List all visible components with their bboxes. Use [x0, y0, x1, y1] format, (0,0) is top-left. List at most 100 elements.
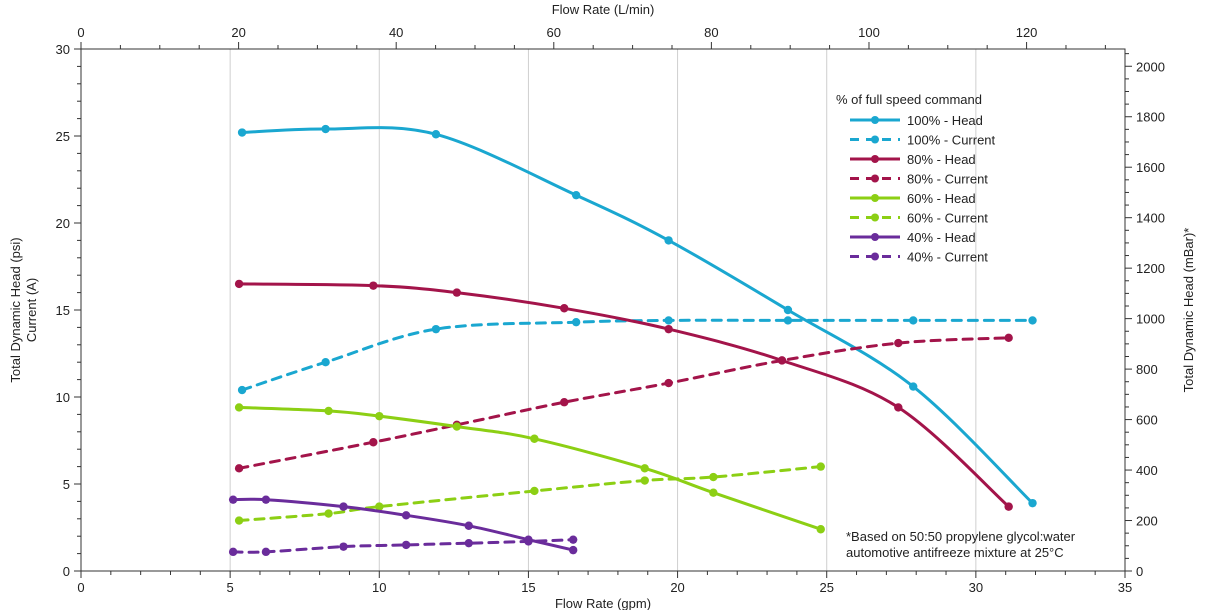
y-right-tick-label: 600 — [1136, 413, 1158, 428]
data-point — [234, 516, 244, 525]
y-axis-right-title: Total Dynamic Head (mBar)* — [1181, 228, 1196, 393]
y-right-tick-label: 2000 — [1136, 59, 1165, 74]
legend-item: 60% - Head — [850, 191, 976, 206]
legend-label: 100% - Head — [907, 113, 983, 128]
legend-label: 40% - Head — [907, 230, 976, 245]
series-line — [237, 282, 1011, 509]
legend-item: 100% - Current — [850, 133, 996, 148]
data-point — [1028, 316, 1037, 325]
x-bottom-tick-label: 0 — [77, 580, 84, 595]
y-right-tick-label: 800 — [1136, 362, 1158, 377]
data-point — [228, 495, 238, 504]
legend-label: 80% - Head — [907, 152, 976, 167]
tick-labels: 0 5 10 15 20 25 30 350 20 40 60 80 100 12005101520253… — [56, 25, 1165, 595]
data-point — [664, 316, 673, 325]
data-point — [321, 124, 330, 134]
legend-label: 60% - Head — [907, 191, 976, 206]
data-series — [228, 124, 1037, 557]
x-top-tick-label: 80 — [704, 25, 718, 40]
data-point — [452, 288, 462, 297]
series-100-head — [237, 124, 1037, 508]
data-point — [909, 382, 918, 391]
data-point — [709, 472, 718, 482]
data-point — [321, 358, 330, 367]
data-point — [568, 535, 578, 544]
data-point — [431, 324, 441, 334]
data-point — [261, 495, 271, 504]
y-left-tick-label: 25 — [56, 129, 70, 144]
data-point — [664, 378, 673, 388]
y-left-tick-label: 15 — [56, 303, 70, 318]
x-bottom-tick-label: 20 — [670, 580, 684, 595]
legend-marker — [871, 116, 879, 124]
legend-label: 60% - Current — [907, 211, 988, 226]
data-point — [909, 316, 918, 325]
x-axis-top-title: Flow Rate (L/min) — [552, 2, 655, 17]
tick-marks — [74, 42, 1132, 578]
legend-marker — [871, 135, 879, 144]
data-point — [401, 540, 411, 550]
legend-marker — [871, 194, 879, 202]
data-point — [237, 128, 247, 137]
data-point — [530, 434, 539, 443]
legend-label: 100% - Current — [907, 133, 996, 148]
legend: % of full speed command 100% - Head100% … — [836, 92, 996, 265]
legend-item: 60% - Current — [850, 211, 988, 226]
legend-marker — [871, 252, 879, 261]
y-right-tick-label: 1000 — [1136, 312, 1165, 327]
data-point — [568, 545, 578, 555]
y-axis-left-title-line1: Total Dynamic Head (psi) — [8, 237, 23, 382]
data-point — [783, 316, 793, 325]
data-point — [777, 356, 787, 365]
data-point — [339, 502, 348, 511]
data-point — [894, 338, 903, 348]
legend-item: 80% - Head — [850, 152, 976, 167]
y-right-tick-label: 1600 — [1136, 160, 1165, 175]
data-point — [1004, 502, 1013, 511]
y-right-tick-label: 200 — [1136, 514, 1158, 529]
data-point — [1004, 333, 1013, 343]
legend-marker — [871, 233, 879, 241]
grid-lines — [229, 49, 977, 571]
y-left-tick-label: 5 — [63, 477, 70, 492]
y-left-tick-label: 0 — [63, 564, 70, 579]
y-left-tick-label: 30 — [56, 42, 70, 57]
legend-title: % of full speed command — [836, 92, 982, 107]
x-bottom-tick-label: 15 — [521, 580, 535, 595]
data-point — [431, 130, 441, 139]
legend-item: 40% - Current — [850, 250, 988, 265]
x-bottom-tick-label: 35 — [1118, 580, 1132, 595]
y-left-tick-label: 10 — [56, 390, 70, 405]
data-point — [783, 305, 793, 315]
data-point — [560, 398, 569, 407]
data-point — [369, 281, 378, 290]
legend-item: 80% - Current — [850, 172, 988, 187]
x-top-tick-label: 0 — [77, 25, 84, 40]
data-point — [324, 406, 333, 416]
data-point — [261, 547, 271, 557]
footnote: *Based on 50:50 propylene glycol:water a… — [846, 529, 1076, 560]
y-right-tick-label: 1400 — [1136, 211, 1165, 226]
data-point — [464, 521, 473, 530]
y-right-tick-label: 0 — [1136, 564, 1143, 579]
data-point — [375, 411, 384, 421]
x-bottom-tick-label: 10 — [372, 580, 386, 595]
series-line — [237, 336, 1011, 470]
series-100-current — [237, 316, 1037, 395]
legend-marker — [871, 155, 879, 163]
data-point — [339, 542, 348, 551]
data-point — [369, 438, 378, 447]
series-60-current — [234, 462, 825, 525]
data-point — [228, 547, 238, 557]
series-80-head — [234, 279, 1013, 511]
y-axis-left-title: Total Dynamic Head (psi) Current (A) — [8, 237, 39, 382]
legend-items: 100% - Head 100% - Current 80% - Head 80% -… — [850, 113, 996, 265]
y-right-tick-label: 1200 — [1136, 261, 1165, 276]
series-40-current — [228, 535, 578, 557]
data-point — [894, 403, 903, 412]
y-right-tick-label: 400 — [1136, 463, 1158, 478]
data-point — [1028, 498, 1037, 508]
data-point — [375, 502, 384, 511]
data-point — [571, 190, 581, 200]
data-point — [664, 324, 673, 334]
